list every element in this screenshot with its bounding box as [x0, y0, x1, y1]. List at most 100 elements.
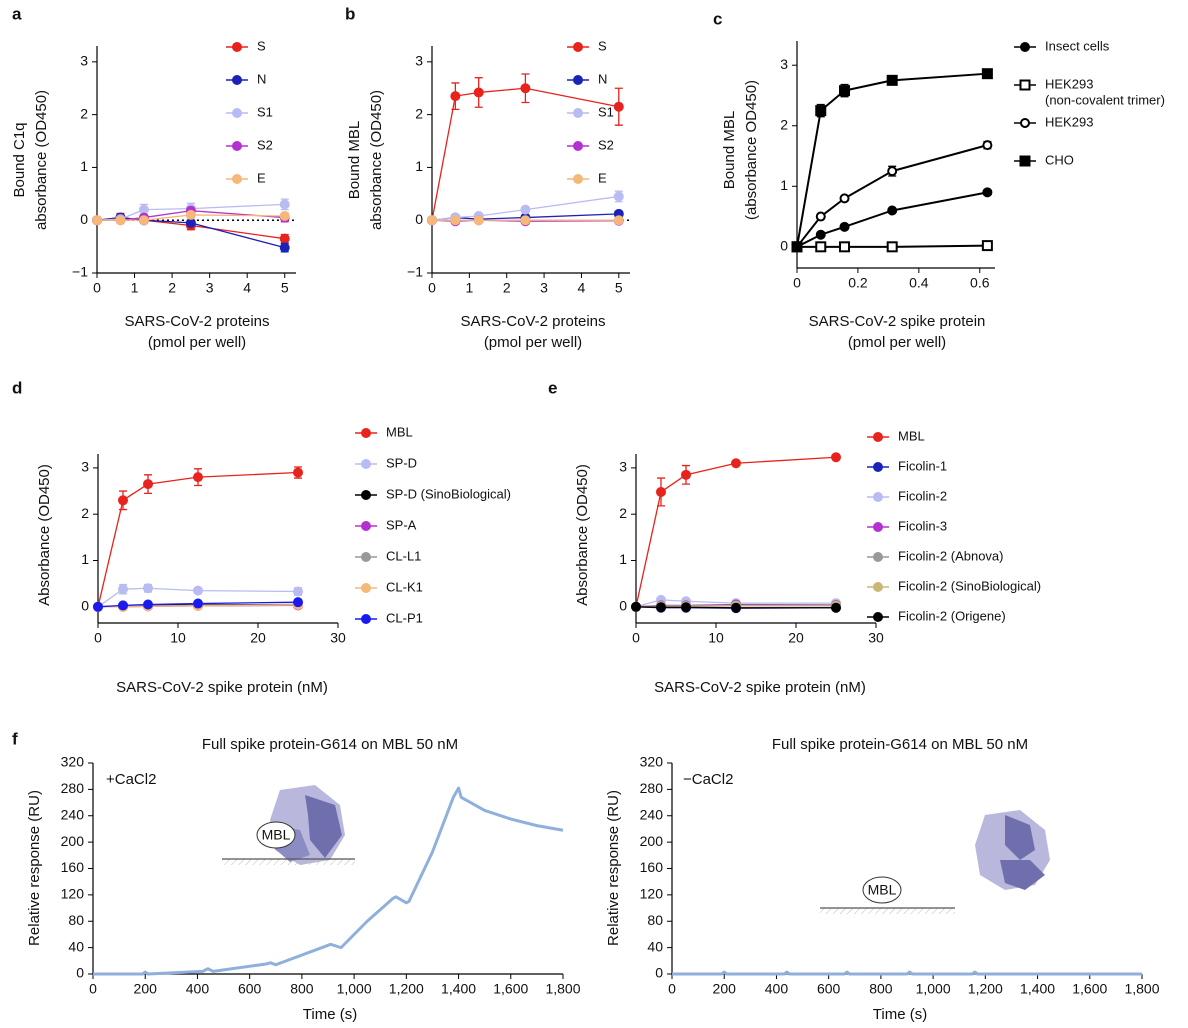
y-tick-label: 1: [80, 158, 88, 174]
legend-label: E: [257, 170, 266, 185]
marker: [115, 215, 126, 226]
y-tick-label: 120: [61, 886, 85, 902]
series-line: [796, 72, 988, 247]
marker: [118, 495, 128, 506]
x-axis-title: (pmol per well): [484, 334, 582, 351]
legend-label: SP-D (SinoBiological): [386, 486, 511, 501]
legend-label: HEK293: [1045, 114, 1093, 129]
x-tick-label: 1,400: [441, 981, 476, 997]
x-tick-label: 0.2: [848, 275, 868, 291]
y-axis-title: Relative response (RU): [26, 790, 43, 946]
legend-label: Insect cells: [1045, 38, 1110, 53]
x-tick-label: 5: [281, 280, 289, 296]
marker: [143, 599, 153, 610]
y-tick-label: 3: [80, 53, 88, 69]
x-tick-label: 1,800: [1124, 981, 1159, 997]
chart-title: Full spike protein-G614 on MBL 50 nM: [772, 736, 1028, 753]
legend-label: CL-P1: [386, 610, 423, 625]
series-line: [672, 970, 1142, 976]
x-tick-label: 1: [131, 280, 139, 296]
marker: [873, 582, 883, 592]
y-tick-label: 3: [415, 53, 423, 69]
marker: [143, 479, 153, 490]
series-line: [796, 191, 988, 248]
marker: [473, 87, 484, 98]
marker: [361, 428, 371, 438]
inset-label: MBL: [868, 882, 897, 898]
marker: [613, 191, 624, 202]
x-axis-title: (pmol per well): [848, 334, 946, 351]
x-tick-label: 1,600: [1072, 981, 1107, 997]
y-axis-title: Relative response (RU): [605, 790, 622, 946]
panel: 0 1 2 3 4 5 −1 0 1 2 3 a Bound C1q absorbance (OD450)…: [11, 4, 296, 351]
y-axis-title: absorbance (OD450): [368, 90, 385, 230]
x-tick-label: 1,000: [916, 981, 951, 997]
y-tick-label: 80: [68, 912, 84, 928]
x-tick-label: 0.6: [970, 275, 990, 291]
y-tick-label: 0: [780, 238, 788, 254]
legend-label: S2: [598, 137, 614, 152]
marker: [681, 469, 691, 480]
y-tick-label: 200: [61, 833, 85, 849]
y-tick-label: 3: [619, 459, 627, 475]
x-tick-label: 4: [578, 280, 586, 296]
y-tick-label: 40: [647, 938, 663, 954]
y-tick-label: 0: [81, 597, 89, 613]
y-tick-label: 1: [619, 551, 627, 567]
legend-label: Ficolin-2: [898, 488, 947, 503]
x-tick-label: 3: [206, 280, 214, 296]
x-tick-label: 600: [238, 981, 262, 997]
x-tick-label: 1,800: [545, 981, 580, 997]
marker: [450, 91, 461, 102]
y-tick-label: 2: [780, 116, 788, 132]
legend-label: Ficolin-2 (Origene): [898, 608, 1006, 623]
x-tick-label: 0: [793, 275, 801, 291]
marker: [681, 602, 691, 613]
panel: 0 1 2 3 4 5 −1 0 1 2 3 b Bound MBL absorbance (OD450)…: [345, 4, 630, 351]
panel: 0 10 20 30 0 1 2 3 e Absorbance (OD450) SARS-CoV-2…: [548, 378, 1041, 695]
y-axis-title: absorbance (OD450): [33, 90, 50, 230]
marker: [873, 552, 883, 562]
marker: [982, 187, 993, 198]
legend-label: S: [598, 38, 607, 53]
y-tick-label: 40: [68, 938, 84, 954]
x-tick-label: 1,400: [1020, 981, 1055, 997]
y-tick-label: 1: [81, 551, 89, 567]
x-tick-label: 1: [465, 280, 473, 296]
x-axis-title: SARS-CoV-2 spike protein: [809, 313, 986, 330]
legend-label: Ficolin-2 (SinoBiological): [898, 578, 1041, 593]
marker: [731, 458, 741, 469]
marker: [573, 75, 583, 85]
marker: [839, 241, 851, 253]
mbl-shape: [862, 876, 902, 904]
legend-label: CL-K1: [386, 579, 423, 594]
marker: [232, 108, 242, 118]
x-tick-label: 5: [615, 280, 623, 296]
legend-label: CHO: [1045, 152, 1074, 167]
marker: [873, 492, 883, 502]
x-tick-label: 0: [94, 630, 102, 646]
y-tick-label: 1: [415, 158, 423, 174]
marker: [573, 108, 583, 118]
marker: [839, 193, 850, 204]
x-tick-label: 0: [89, 981, 97, 997]
x-tick-label: 1,000: [337, 981, 372, 997]
marker: [573, 141, 583, 151]
y-tick-label: 3: [780, 56, 788, 72]
y-axis-title: (absorbance OD450): [743, 80, 760, 220]
panel: 0 200 400 600 800 1,000 1,200 1,400 1,600 1,800 0 4…: [12, 729, 581, 1022]
surface-hatch: [820, 908, 955, 914]
y-tick-label: 1: [780, 177, 788, 193]
x-axis-title: SARS-CoV-2 proteins: [124, 313, 269, 330]
legend-label: S: [257, 38, 266, 53]
marker: [815, 211, 826, 222]
marker: [887, 166, 898, 177]
x-tick-label: 0: [93, 280, 101, 296]
legend-label: HEK293: [1045, 76, 1093, 91]
panel-letter: b: [345, 4, 355, 23]
y-tick-label: 280: [640, 780, 664, 796]
x-tick-label: 10: [170, 630, 186, 646]
y-tick-label: 240: [61, 806, 85, 822]
marker: [887, 205, 898, 216]
